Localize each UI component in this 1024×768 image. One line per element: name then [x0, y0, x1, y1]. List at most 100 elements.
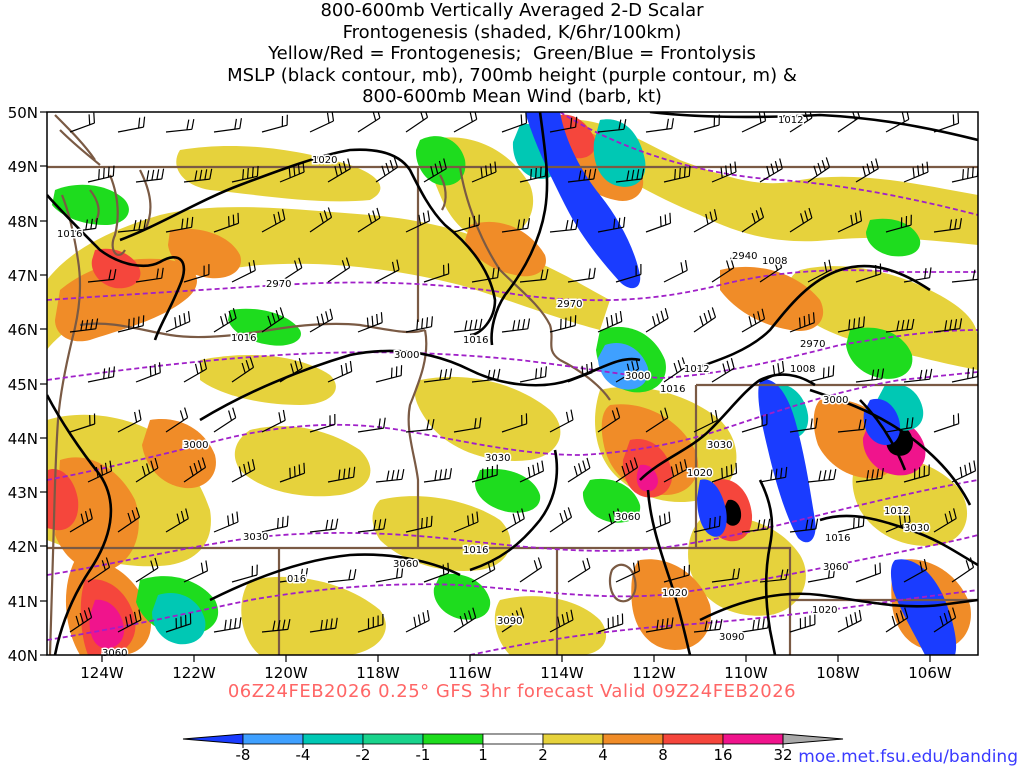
- wind-barb: [309, 617, 338, 633]
- wind-barb: [663, 357, 687, 383]
- colorbar-labels: -8 -4 -2 -1 1 2 4 8 16 32: [236, 746, 793, 764]
- colorbar-label: -8: [236, 746, 251, 764]
- colorbar: [182, 733, 844, 748]
- wind-barb: [933, 508, 957, 533]
- wind-barb: [69, 112, 95, 133]
- wind-barb: [759, 466, 788, 483]
- wind-barb: [615, 560, 641, 583]
- height-contours: [47, 112, 978, 655]
- wind-barb: [231, 260, 256, 283]
- latitude-labels: 50N 49N 48N 47N 46N 45N 44N 43N 42N 41N …: [8, 104, 38, 665]
- wind-barb: [69, 318, 99, 333]
- mslp-label: 1012: [778, 115, 803, 126]
- lat-label: 41N: [8, 593, 38, 611]
- wind-barb: [357, 207, 381, 233]
- wind-barb: [645, 118, 674, 133]
- wind-barb: [855, 468, 884, 483]
- lat-label: 45N: [8, 376, 38, 394]
- wind-barb: [471, 161, 497, 183]
- wind-barb: [405, 515, 433, 533]
- wind-barb: [951, 557, 975, 583]
- wind-barb: [597, 613, 624, 633]
- wind-barb: [87, 460, 113, 483]
- wind-barb: [375, 365, 403, 383]
- title-block: 800-600mb Vertically Averaged 2-D Scalar…: [0, 0, 1024, 108]
- wind-barb: [405, 210, 431, 233]
- colorbar-label: -1: [416, 746, 431, 764]
- wind-barb: [645, 407, 669, 433]
- wind-barb: [375, 566, 404, 583]
- wind-barb: [357, 417, 386, 433]
- wind-barb: [279, 161, 305, 183]
- height-label: 3000: [394, 350, 419, 361]
- wind-barb: [453, 417, 482, 433]
- flathead-lake: [439, 174, 447, 211]
- wind-barb: [789, 207, 813, 233]
- wind-barb: [375, 259, 400, 283]
- height-label: 2940: [732, 251, 757, 262]
- wind-barb: [885, 607, 909, 633]
- wind-barb: [261, 618, 291, 633]
- wind-barb: [501, 508, 525, 533]
- wind-barb: [357, 312, 383, 333]
- wind-barb: [759, 361, 785, 383]
- wind-barb: [885, 112, 910, 133]
- lon-label: 122W: [172, 664, 216, 682]
- height-label: 2970: [800, 339, 825, 350]
- wind-barb: [711, 358, 735, 383]
- wind-barb: [519, 165, 547, 183]
- wind-barb: [135, 362, 161, 383]
- wind-barb: [903, 558, 928, 583]
- wind-barb: [117, 218, 147, 233]
- wind-barb: [741, 617, 770, 633]
- colorbar-label: 1: [478, 746, 488, 764]
- wind-barb: [405, 418, 435, 433]
- lon-label: 112W: [632, 664, 676, 682]
- wind-barb: [309, 413, 336, 433]
- wind-barb: [663, 459, 688, 483]
- wind-barb: [423, 368, 453, 383]
- wind-barb: [933, 607, 957, 633]
- mslp-label: 1016: [463, 335, 488, 346]
- wind-barb: [693, 114, 720, 133]
- longitude-axis: [101, 655, 931, 662]
- colorbar-segment: [602, 733, 664, 745]
- wind-barb: [615, 264, 642, 283]
- longitude-labels: 124W 122W 120W 118W 116W 114W 112W 110W …: [80, 664, 952, 682]
- wind-barb: [165, 216, 194, 233]
- wind-barb: [549, 116, 578, 133]
- wind-barb: [87, 268, 117, 283]
- wind-barb: [807, 468, 837, 483]
- mslp-label: 1020: [312, 155, 337, 166]
- height-label: 3060: [615, 512, 640, 523]
- lat-label: 42N: [8, 538, 38, 556]
- vancouver-island: [54, 114, 101, 166]
- wind-barb: [117, 315, 145, 333]
- colorbar-label: -4: [296, 746, 311, 764]
- wind-barb: [213, 212, 240, 233]
- wind-barb: [453, 511, 479, 533]
- mslp-label: 1012: [684, 364, 709, 375]
- lat-label: 40N: [8, 647, 38, 665]
- height-label: 3000: [625, 371, 650, 382]
- wind-barb: [165, 118, 195, 133]
- wind-barb: [597, 118, 627, 133]
- wind-barb: [135, 168, 165, 183]
- wind-barb: [165, 613, 192, 633]
- height-label: 3030: [707, 440, 732, 451]
- colorbar-label: 4: [598, 746, 608, 764]
- lon-label: 118W: [356, 664, 400, 682]
- lat-label: 48N: [8, 213, 38, 231]
- wind-barb: [213, 308, 237, 333]
- credit-link[interactable]: moe.met.fsu.edu/banding: [798, 747, 1018, 767]
- wind-barb: [501, 218, 530, 233]
- wind-barb: [597, 407, 621, 433]
- wind-barb: [471, 464, 498, 483]
- mslp-label: 1016: [463, 545, 488, 556]
- forecast-valid-time: 06Z24FEB2026 0.25° GFS 3hr forecast Vali…: [227, 681, 797, 702]
- wind-barb: [837, 418, 867, 433]
- wind-barb: [741, 518, 771, 533]
- wind-barb: [597, 311, 623, 333]
- wind-barb: [567, 362, 593, 383]
